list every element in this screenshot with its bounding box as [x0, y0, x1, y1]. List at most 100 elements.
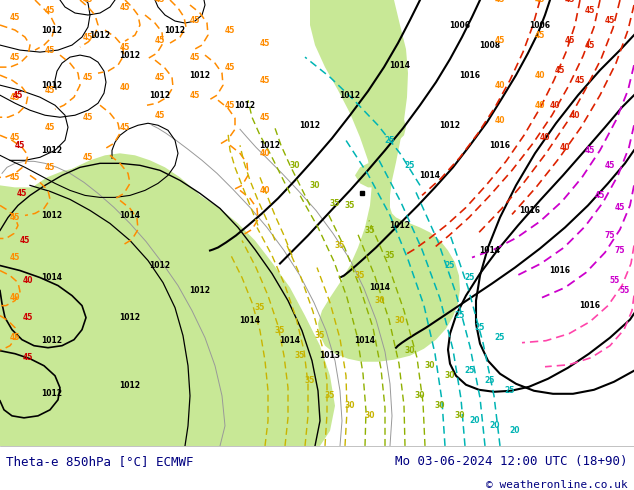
Text: 1014: 1014	[41, 273, 63, 282]
Text: 45: 45	[45, 86, 55, 95]
Text: 30: 30	[375, 296, 385, 305]
Text: 1006: 1006	[529, 21, 550, 29]
Text: 45: 45	[10, 133, 20, 142]
Text: 1012: 1012	[150, 91, 171, 99]
Text: 45: 45	[23, 313, 33, 322]
Text: 45: 45	[10, 93, 20, 102]
Text: 1012: 1012	[41, 81, 63, 90]
Text: 45: 45	[120, 2, 130, 11]
Text: 20: 20	[489, 421, 500, 430]
Text: 25: 25	[505, 386, 515, 395]
Text: 1014: 1014	[370, 283, 391, 292]
Text: 45: 45	[535, 30, 545, 40]
Text: 45: 45	[83, 153, 93, 162]
Text: 1012: 1012	[150, 261, 171, 270]
Text: 45: 45	[10, 213, 20, 222]
Text: 40: 40	[540, 133, 550, 142]
Text: 45: 45	[495, 36, 505, 45]
Text: 45: 45	[495, 0, 505, 4]
Text: 35: 35	[255, 303, 265, 312]
Text: 45: 45	[45, 46, 55, 54]
Text: 40: 40	[534, 101, 545, 110]
Text: 20: 20	[470, 416, 480, 425]
Text: 1014: 1014	[479, 246, 500, 255]
Text: 45: 45	[45, 163, 55, 172]
Text: 1012: 1012	[439, 121, 460, 130]
Text: 30: 30	[290, 161, 301, 170]
Text: 40: 40	[495, 116, 505, 125]
Text: 25: 25	[465, 273, 476, 282]
Text: Theta-e 850hPa [°C] ECMWF: Theta-e 850hPa [°C] ECMWF	[6, 455, 194, 468]
Text: 45: 45	[120, 43, 130, 51]
Text: 1014: 1014	[389, 61, 410, 70]
Text: 20: 20	[510, 426, 521, 436]
Text: 45: 45	[10, 13, 20, 22]
Text: 45: 45	[83, 0, 93, 4]
Text: 1016: 1016	[519, 206, 541, 215]
Text: 55: 55	[620, 286, 630, 295]
Text: 1014: 1014	[420, 171, 441, 180]
Text: 45: 45	[10, 333, 20, 342]
Text: 1008: 1008	[479, 41, 501, 49]
Text: 35: 35	[385, 251, 395, 260]
Text: 35: 35	[355, 271, 365, 280]
Text: 35: 35	[315, 331, 325, 340]
Text: 1012: 1012	[190, 286, 210, 295]
Text: 1012: 1012	[41, 336, 63, 345]
Text: 1012: 1012	[299, 121, 321, 130]
Text: 1012: 1012	[119, 313, 141, 322]
Text: 45: 45	[260, 113, 270, 122]
Text: 45: 45	[20, 236, 30, 245]
Text: 25: 25	[405, 161, 415, 170]
Text: 45: 45	[535, 0, 545, 4]
Text: 45: 45	[585, 146, 595, 155]
Text: 1012: 1012	[41, 211, 63, 220]
Text: 30: 30	[404, 346, 415, 355]
Text: 35: 35	[330, 199, 340, 208]
Text: 1012: 1012	[164, 25, 186, 35]
Text: 1012: 1012	[259, 141, 280, 150]
Text: 25: 25	[455, 311, 465, 320]
Text: 45: 45	[10, 173, 20, 182]
Text: 45: 45	[83, 73, 93, 82]
Text: 25: 25	[485, 376, 495, 385]
Text: 1012: 1012	[389, 221, 410, 230]
Text: 45: 45	[190, 91, 200, 99]
Text: 1013: 1013	[320, 351, 340, 360]
Text: 1012: 1012	[89, 30, 110, 40]
Text: 45: 45	[565, 36, 575, 45]
Text: 40: 40	[570, 111, 580, 120]
Text: 30: 30	[345, 401, 355, 410]
Text: 45: 45	[605, 16, 615, 24]
Text: 1016: 1016	[579, 301, 600, 310]
Text: 75: 75	[615, 246, 625, 255]
Text: 1012: 1012	[119, 381, 141, 390]
Text: 45: 45	[260, 39, 270, 48]
Text: 45: 45	[615, 203, 625, 212]
Text: 30: 30	[435, 401, 445, 410]
Text: 40: 40	[550, 101, 560, 110]
Text: 45: 45	[155, 111, 165, 120]
Text: 45: 45	[555, 66, 565, 74]
Text: 45: 45	[225, 101, 235, 110]
Text: Mo 03-06-2024 12:00 UTC (18+90): Mo 03-06-2024 12:00 UTC (18+90)	[395, 455, 628, 468]
Text: 45: 45	[155, 0, 165, 4]
Text: 45: 45	[585, 5, 595, 15]
Text: 25: 25	[495, 333, 505, 342]
Text: 1014: 1014	[119, 211, 141, 220]
Text: 30: 30	[365, 411, 375, 420]
Text: 45: 45	[225, 25, 235, 35]
Text: 30: 30	[310, 181, 320, 190]
Text: 1014: 1014	[280, 336, 301, 345]
Text: 45: 45	[45, 123, 55, 132]
Text: 45: 45	[155, 36, 165, 45]
Text: 30: 30	[455, 411, 465, 420]
Text: 35: 35	[305, 376, 315, 385]
Text: 30: 30	[444, 371, 455, 380]
Text: © weatheronline.co.uk: © weatheronline.co.uk	[486, 480, 628, 490]
Text: 45: 45	[225, 63, 235, 72]
Text: 30: 30	[425, 361, 436, 370]
Text: 1012: 1012	[339, 91, 361, 99]
Text: 45: 45	[155, 73, 165, 82]
Text: 45: 45	[565, 0, 575, 4]
